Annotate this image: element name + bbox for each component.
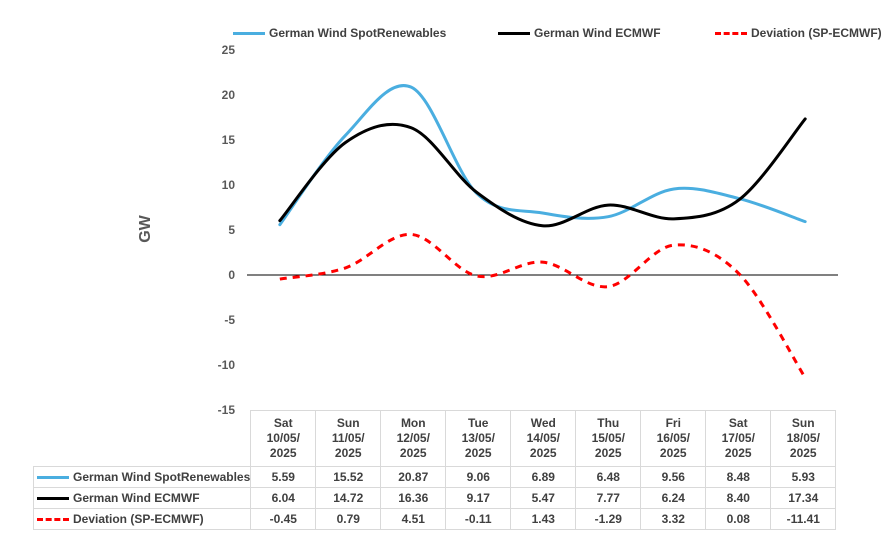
data-label: 16.36 (380, 487, 447, 509)
data-label: 9.06 (445, 466, 512, 488)
category-label: Sat 10/05/2025 (250, 410, 317, 467)
data-label: 0.79 (315, 508, 382, 530)
legend-label-ecmwf: German Wind ECMWF (534, 26, 661, 40)
data-label: 20.87 (380, 466, 447, 488)
data-label: 8.48 (705, 466, 772, 488)
y-axis: 25 20 15 10 5 0 -5 -10 -15 (218, 43, 236, 417)
category-label: Thu 15/05/2025 (575, 410, 642, 467)
data-table-row-ecmwf: German Wind ECMWF 6.04 14.72 16.36 9.17 … (32, 487, 837, 509)
data-label: -0.11 (445, 508, 512, 530)
y-tick-label: 20 (222, 88, 236, 102)
data-label: 9.17 (445, 487, 512, 509)
legend-swatch-deviation (715, 31, 747, 35)
row-label: German Wind ECMWF (32, 487, 252, 509)
y-tick-label: 0 (228, 268, 235, 282)
data-table-row-deviation: Deviation (SP-ECMWF) -0.45 0.79 4.51 -0.… (32, 508, 837, 530)
data-label: 0.08 (705, 508, 772, 530)
y-tick-label: 15 (222, 133, 236, 147)
data-label: -1.29 (575, 508, 642, 530)
y-tick-label: -10 (218, 358, 236, 372)
data-label: -0.45 (250, 508, 317, 530)
series-line-ecmwf (278, 117, 807, 228)
category-label: Sat 17/05/2025 (705, 410, 772, 467)
data-label: 6.89 (510, 466, 577, 488)
series-line-spotrenewables (278, 84, 807, 227)
data-label: 17.34 (770, 487, 837, 509)
data-label: 6.24 (640, 487, 707, 509)
data-table-header-row: Sat 10/05/2025 Sun 11/05/2025 Mon 12/05/202… (34, 410, 837, 467)
row-label: German Wind SpotRenewables (32, 466, 252, 488)
legend-item-ecmwf: German Wind ECMWF (498, 24, 661, 42)
row-key-swatch (37, 497, 69, 501)
category-label: Sun 11/05/2025 (315, 410, 382, 467)
data-label: 1.43 (510, 508, 577, 530)
data-label: 3.32 (640, 508, 707, 530)
data-label: 6.48 (575, 466, 642, 488)
legend-label-deviation: Deviation (SP-ECMWF) (751, 26, 882, 40)
y-tick-label: 5 (228, 223, 235, 237)
data-label: 5.47 (510, 487, 577, 509)
category-label: Mon 12/05/2025 (380, 410, 447, 467)
data-label: 5.93 (770, 466, 837, 488)
legend-item-spotrenewables: German Wind SpotRenewables (233, 24, 446, 42)
series-line-deviation (279, 232, 807, 379)
data-label: 6.04 (250, 487, 317, 509)
data-label: 5.59 (250, 466, 317, 488)
category-label: Fri 16/05/2025 (640, 410, 707, 467)
data-table-corner (34, 411, 251, 467)
category-label: Wed 14/05/2025 (510, 410, 577, 467)
row-label: Deviation (SP-ECMWF) (32, 508, 252, 530)
category-label: Sun 18/05/2025 (770, 410, 837, 467)
row-key-swatch (37, 476, 69, 480)
legend-swatch-spotrenewables (233, 31, 265, 35)
data-label: 8.40 (705, 487, 772, 509)
data-label: 14.72 (315, 487, 382, 509)
legend-label-spotrenewables: German Wind SpotRenewables (269, 26, 447, 40)
data-label: -11.41 (770, 508, 837, 530)
data-table: Sat 10/05/2025 Sun 11/05/2025 Mon 12/05/202… (32, 410, 837, 530)
data-table-row-spotrenewables: German Wind SpotRenewables 5.59 15.52 20… (32, 466, 837, 488)
y-tick-label: -15 (218, 403, 236, 417)
category-label: Tue 13/05/2025 (445, 410, 512, 467)
y-tick-label: 25 (222, 43, 236, 57)
y-tick-label: -5 (224, 313, 235, 327)
data-label: 9.56 (640, 466, 707, 488)
data-label: 7.77 (575, 487, 642, 509)
legend-swatch-ecmwf (498, 31, 530, 35)
data-label: 15.52 (315, 466, 382, 488)
series-lines (278, 84, 807, 379)
row-key-swatch (37, 518, 69, 522)
legend-item-deviation: Deviation (SP-ECMWF) (715, 24, 882, 42)
data-label: 4.51 (380, 508, 447, 530)
y-tick-label: 10 (222, 178, 236, 192)
y-axis-label: GW (137, 214, 154, 242)
